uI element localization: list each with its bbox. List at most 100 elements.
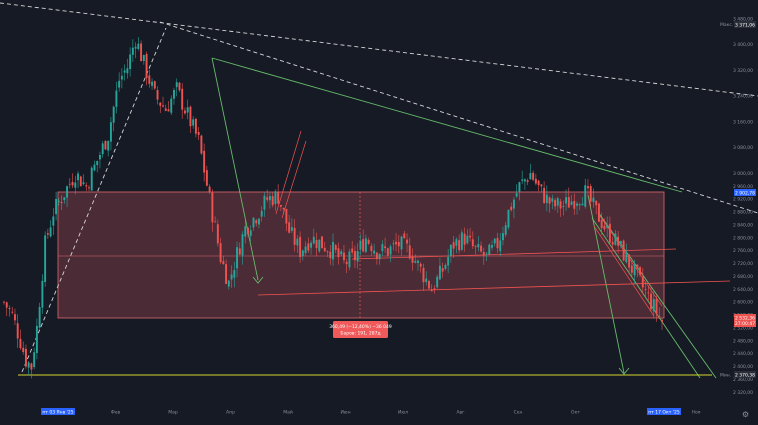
candle-bear [194, 118, 197, 134]
candle-bear [603, 225, 606, 230]
blue-price: 2 902,78 [735, 190, 755, 196]
x-tick-label: Ноя [692, 410, 701, 416]
candle-bull [576, 203, 578, 206]
candle-bull [545, 194, 548, 203]
x-tick-label: Июл [398, 410, 408, 416]
y-tick-label: 3 400,00 [733, 42, 753, 48]
candle-bear [655, 298, 658, 314]
candle-bear [183, 110, 186, 114]
candle-bull [652, 299, 655, 312]
candle-bear [205, 170, 208, 186]
candle-bear [178, 82, 181, 91]
arrow-down-2 [618, 367, 630, 375]
candle-bull [90, 167, 93, 191]
green-drop-line [211, 57, 259, 281]
candle-bull [551, 198, 554, 202]
candle-bear [5, 302, 8, 308]
candle-bull [614, 233, 617, 245]
candle-bear [238, 248, 241, 255]
max-price-tag: Макс. 3 371,06 [720, 21, 756, 28]
candle-bear [534, 178, 537, 184]
candle-bull [318, 239, 321, 252]
candle-bull [340, 251, 343, 255]
candle-bull [529, 173, 532, 180]
candle-bull [592, 197, 595, 203]
y-tick-label: 2 760,00 [733, 248, 753, 254]
candle-bear [200, 135, 203, 154]
x-tick-label: Май [283, 409, 293, 416]
candle-bear [71, 182, 74, 186]
candle-bear [279, 204, 282, 207]
candle-bull [304, 246, 307, 254]
candle-bear [661, 319, 663, 322]
x-tick-label: Сен [514, 410, 523, 416]
current-price: 2 532,36 [735, 315, 755, 321]
candle-bull [112, 106, 115, 123]
y-tick-label: 3 240,00 [733, 94, 753, 100]
candle-bull [186, 107, 189, 113]
candle-bear [104, 140, 107, 150]
candle-bull [460, 232, 463, 250]
candle-bear [548, 197, 551, 204]
candle-bull [27, 362, 30, 368]
candle-bull [129, 54, 132, 69]
time-axis[interactable]: пт 03 Янв '25 Фев Мар Апр Май Июн Июл Авг Сен Окт… [41, 408, 701, 416]
y-tick-label: 2 440,00 [733, 351, 753, 357]
x-tick-label: пт 03 Янв '25 [42, 410, 73, 416]
candle-bear [403, 233, 406, 239]
candle-bull [52, 216, 55, 226]
candle-bull [364, 238, 367, 252]
candle-bear [370, 245, 373, 252]
candle-bull [502, 233, 504, 241]
candle-bull [249, 230, 252, 236]
candle-bull [290, 227, 293, 231]
green-drop-line-2 [587, 194, 625, 374]
candle-bear [597, 203, 600, 222]
candle-bear [573, 201, 576, 209]
candle-bear [526, 180, 529, 182]
candle-bull [74, 182, 77, 188]
candle-bull [274, 191, 277, 204]
candle-bull [118, 80, 121, 88]
candle-bear [587, 186, 589, 189]
candle-bull [82, 182, 85, 185]
candle-bear [11, 311, 14, 313]
candle-bear [644, 289, 647, 291]
gear-icon[interactable]: ⚙ [741, 410, 750, 419]
candle-bear [85, 185, 88, 187]
candle-bull [126, 68, 129, 74]
candle-bear [315, 239, 318, 249]
candle-bull [41, 280, 44, 308]
red-up-channel-a [275, 130, 302, 215]
candle-bear [14, 314, 16, 321]
candle-bear [532, 172, 535, 180]
candle-bull [268, 196, 271, 201]
candle-bear [433, 288, 436, 290]
candle-bear [323, 247, 326, 252]
candle-bull [33, 352, 36, 367]
arrow-down-1 [252, 276, 264, 284]
candle-bull [619, 241, 622, 244]
candle-bear [156, 90, 159, 100]
candle-bear [452, 242, 455, 249]
candle-bear [293, 227, 296, 245]
candle-bear [647, 292, 650, 294]
candle-bear [559, 201, 562, 209]
candle-bear [353, 251, 356, 261]
candle-bear [8, 308, 11, 310]
candle-bear [68, 183, 71, 185]
candle-bear [222, 261, 225, 265]
candle-bear [611, 241, 614, 245]
candle-bear [219, 243, 222, 263]
max-price: 3 371,06 [735, 22, 755, 28]
candle-bull [625, 252, 628, 263]
x-tick-label: Фев [111, 410, 121, 416]
candle-bear [622, 240, 625, 261]
candle-bear [285, 208, 288, 224]
y-tick-label: 2 680,00 [733, 274, 753, 280]
candle-bull [381, 244, 384, 252]
candle-bear [408, 245, 411, 259]
candle-bear [441, 268, 444, 272]
candle-bull [109, 122, 112, 142]
